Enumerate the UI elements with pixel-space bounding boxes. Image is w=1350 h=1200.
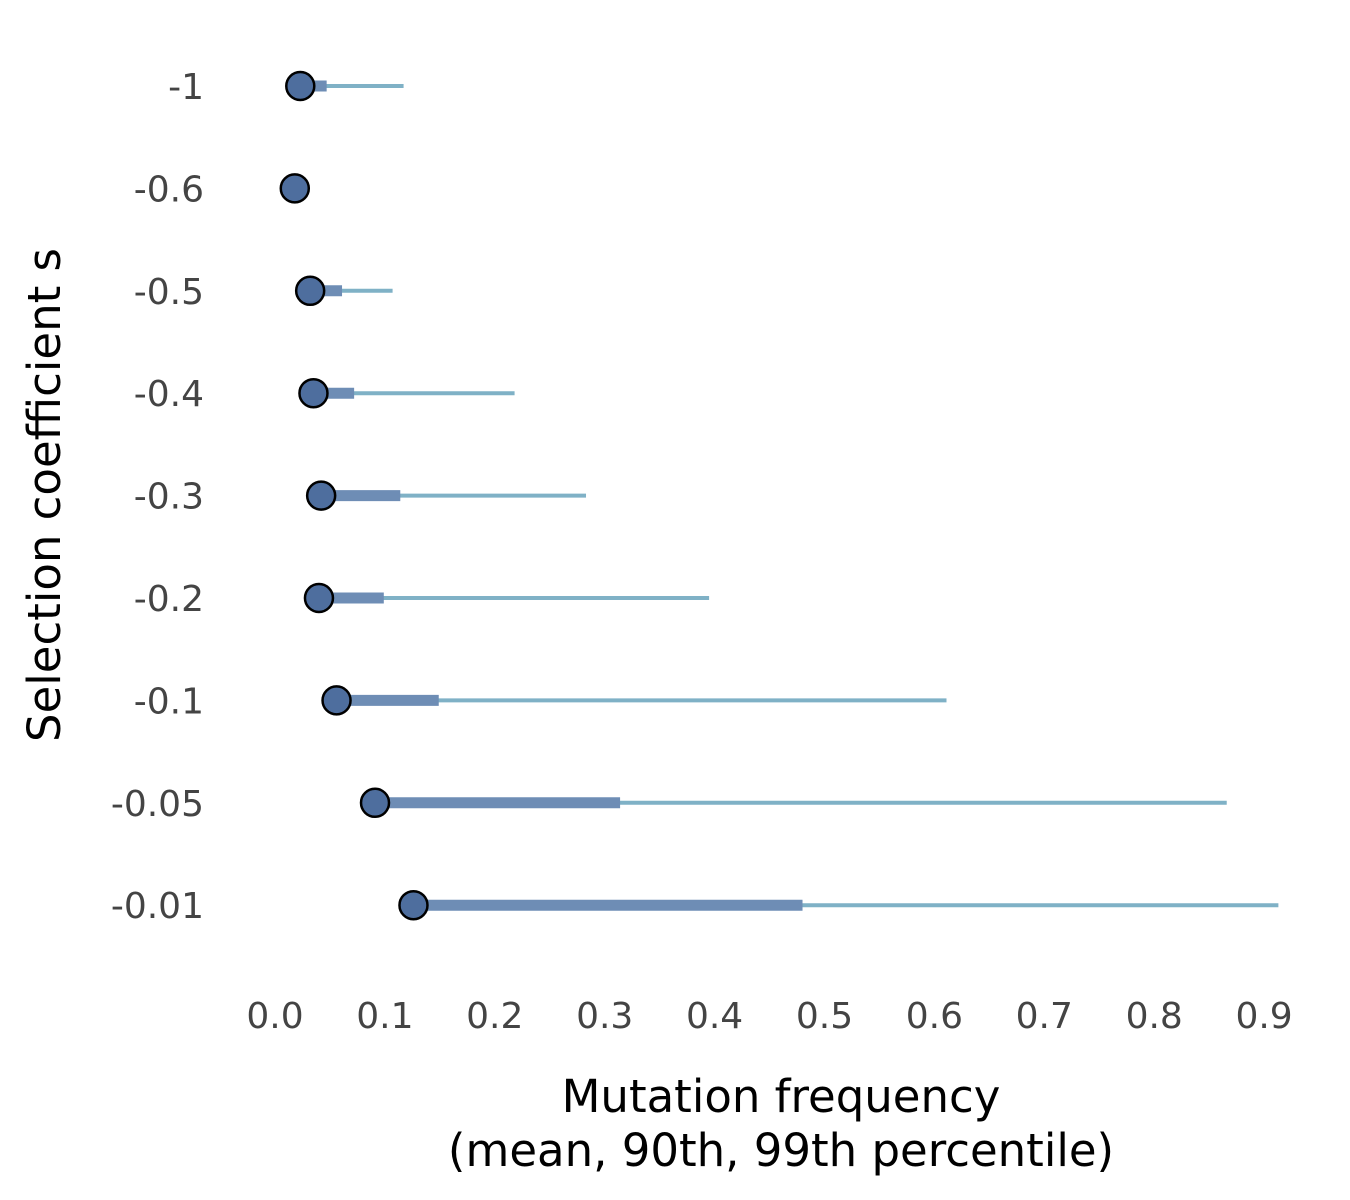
mean-point xyxy=(359,787,391,819)
y-tick-label: -0.5 xyxy=(134,272,204,313)
y-tick-label: -0.1 xyxy=(134,681,204,722)
x-axis-title: Mutation frequency xyxy=(562,1070,1001,1123)
row-s--0.3 xyxy=(305,480,587,511)
row-s--0.5 xyxy=(294,275,393,307)
mean-point xyxy=(279,173,311,204)
y-tick-label: -0.3 xyxy=(134,477,204,518)
row-s--0.2 xyxy=(303,582,710,614)
x-tick-label: 0.1 xyxy=(356,996,413,1037)
y-tick-label: -1 xyxy=(168,67,204,108)
y-tick-label: -0.05 xyxy=(111,784,204,825)
row-s--0.05 xyxy=(359,787,1227,819)
x-tick-label: 0.3 xyxy=(576,996,633,1037)
mean-point xyxy=(321,685,352,716)
y-axis-title: Selection coefficient s xyxy=(18,248,71,742)
y-tick-label: -0.2 xyxy=(134,579,204,620)
row-s--0.1 xyxy=(321,685,947,716)
x-tick-label: 0.2 xyxy=(466,996,523,1037)
x-tick-label: 0.5 xyxy=(796,996,853,1037)
mean-point xyxy=(303,582,335,614)
x-tick-label: 0.4 xyxy=(686,996,743,1037)
x-tick-label: 0.9 xyxy=(1235,996,1292,1037)
x-tick-labels: 0.0 0.1 0.2 0.3 0.4 0.5 0.6 0.7 0.8 0.9 xyxy=(246,996,1292,1037)
y-tick-label: -0.6 xyxy=(134,169,204,210)
mean-point xyxy=(398,889,429,921)
row-s--0.6 xyxy=(279,173,311,204)
row-s--1 xyxy=(285,70,404,102)
x-tick-label: 0.7 xyxy=(1016,996,1073,1037)
x-axis-title-line2: (mean, 90th, 99th percentile) xyxy=(448,1124,1114,1177)
y-tick-label: -0.4 xyxy=(134,374,204,415)
y-tick-labels: -1 -0.6 -0.5 -0.4 -0.3 -0.2 -0.1 -0.05 -0.01 xyxy=(111,67,204,927)
x-tick-label: 0.8 xyxy=(1126,996,1183,1037)
mean-point xyxy=(285,70,316,102)
x-tick-label: 0.6 xyxy=(906,996,963,1037)
x-tick-label: 0.0 xyxy=(246,996,303,1037)
mean-point xyxy=(298,377,329,409)
chart-marks xyxy=(279,70,1279,921)
row-s--0.01 xyxy=(398,889,1279,921)
row-s--0.4 xyxy=(298,377,515,409)
mean-point xyxy=(294,275,326,307)
y-tick-label: -0.01 xyxy=(111,886,204,927)
mean-point xyxy=(305,480,337,511)
